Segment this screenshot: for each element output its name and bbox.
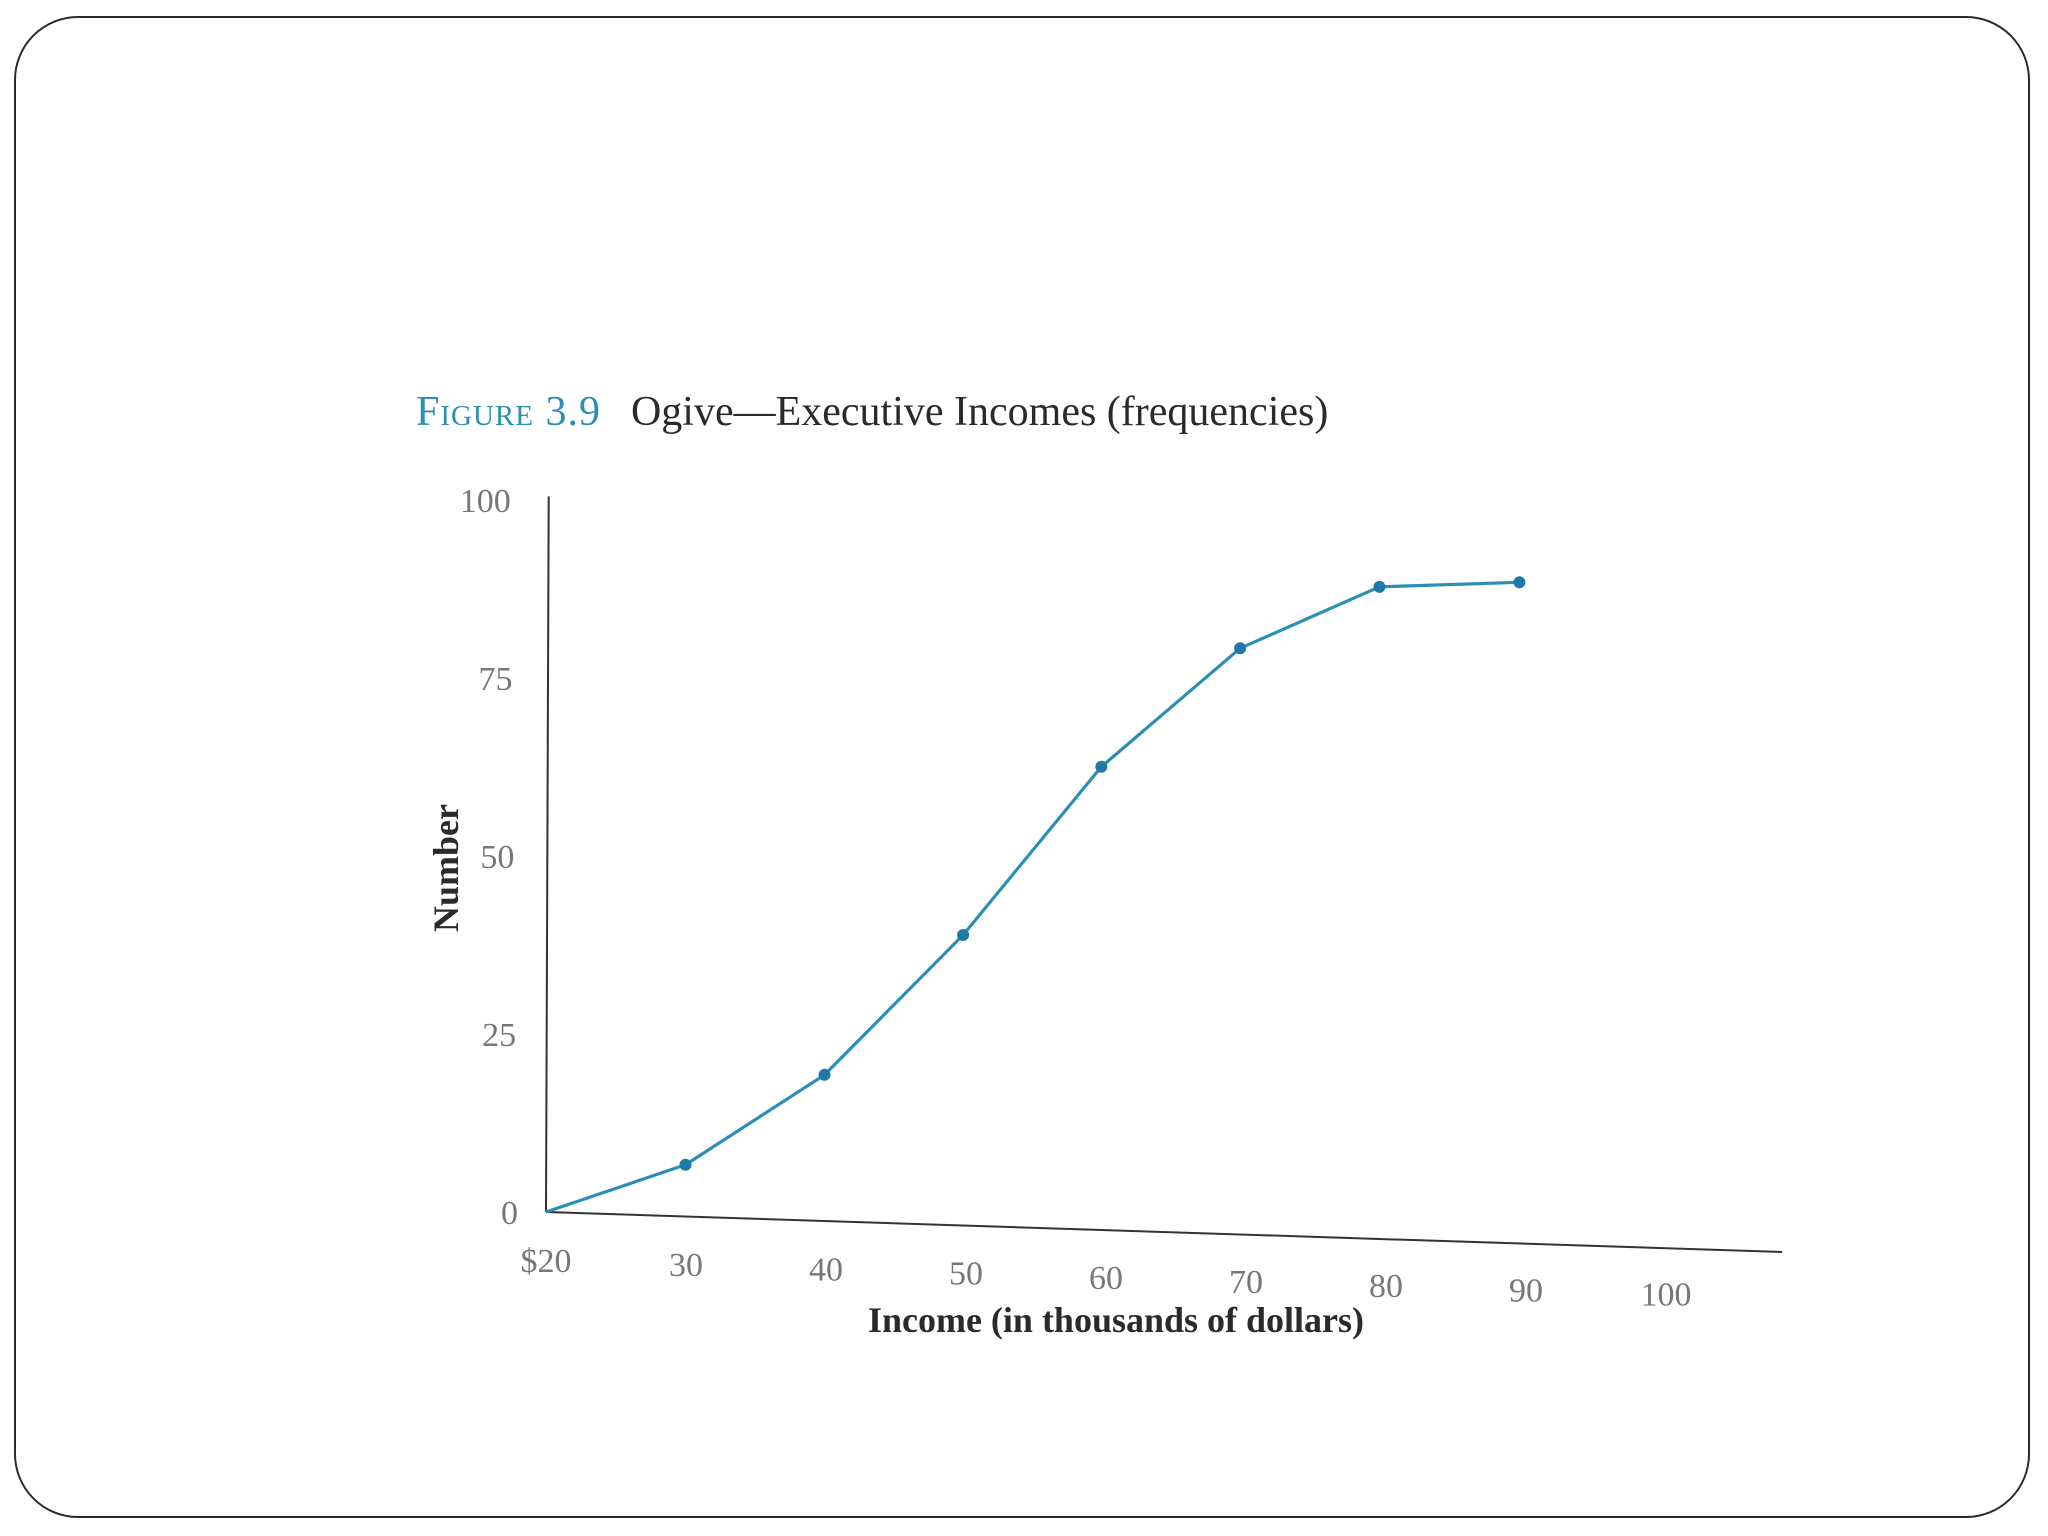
x-tick-label: 100 (1641, 1277, 1692, 1314)
data-point (1513, 576, 1526, 589)
x-tick-label: 70 (1229, 1264, 1263, 1301)
y-tick-label: 75 (479, 661, 513, 698)
data-point (679, 1158, 692, 1171)
y-tick-labels: 0 25 50 75 100 (460, 483, 518, 1232)
series-group (545, 576, 1526, 1214)
series-line (545, 580, 1520, 1214)
data-point (818, 1068, 831, 1081)
y-tick-label: 0 (501, 1195, 518, 1232)
x-tick-label: 50 (949, 1256, 983, 1293)
y-tick-label: 25 (482, 1017, 516, 1054)
x-tick-label: 60 (1089, 1260, 1123, 1297)
chart-axes (545, 496, 1783, 1253)
x-tick-label: 90 (1509, 1272, 1543, 1309)
data-point (957, 929, 970, 942)
data-point (1234, 642, 1247, 655)
data-point (1095, 760, 1108, 773)
x-tick-label: 40 (809, 1251, 843, 1288)
x-axis-title: Income (in thousands of dollars) (868, 1300, 1364, 1340)
figure-caption: Figure 3.9 Ogive—Executive Incomes (frequ… (416, 388, 1328, 436)
y-tick-label: 100 (460, 483, 511, 520)
x-axis-line (545, 1211, 1783, 1253)
y-tick-label: 50 (480, 839, 514, 876)
x-tick-label: 30 (669, 1247, 703, 1284)
data-point (1373, 580, 1386, 593)
x-tick-label: 80 (1369, 1268, 1403, 1305)
x-tick-labels: $20 30 40 50 60 70 80 90 100 (521, 1243, 1692, 1314)
figure-title: Ogive—Executive Incomes (frequencies) (630, 389, 1329, 435)
y-axis-line (545, 496, 550, 1213)
y-axis-title: Number (426, 804, 466, 932)
x-tick-label: $20 (521, 1243, 572, 1280)
figure-label: Figure 3.9 (416, 389, 601, 435)
slide-frame (14, 16, 2030, 1518)
